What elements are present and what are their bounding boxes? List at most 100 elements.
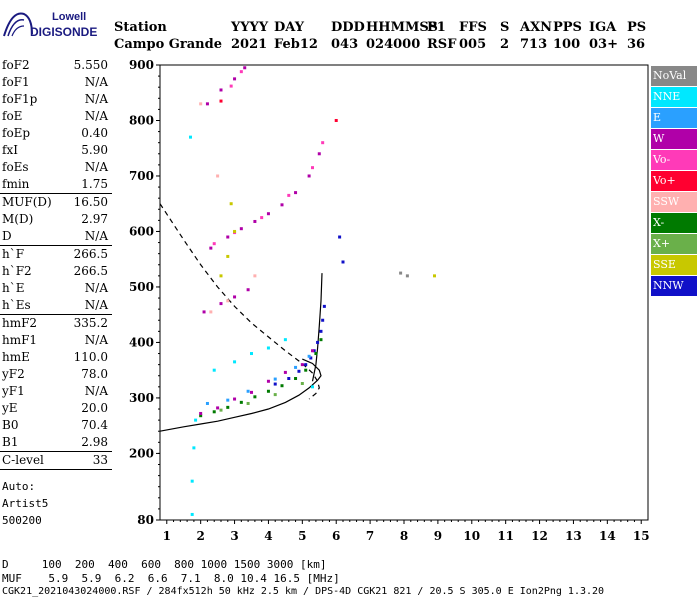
legend-item-sse: SSE xyxy=(651,255,697,275)
param-value: 2.97 xyxy=(81,212,108,226)
param-value: 1.75 xyxy=(81,177,108,191)
point-nne xyxy=(311,385,314,389)
header-label-2: DAY xyxy=(274,20,304,35)
point-w xyxy=(300,363,304,367)
y-tick-label: 200 xyxy=(129,446,154,460)
point-x- xyxy=(239,400,243,404)
header-value-4: 024000 xyxy=(366,37,421,52)
param-value: N/A xyxy=(84,92,108,106)
x-tick-label: 8 xyxy=(400,529,408,543)
param-row: foEs N/A xyxy=(0,159,112,176)
point-w xyxy=(250,390,253,394)
header-label-9: PPS xyxy=(553,20,582,35)
param-label: hmF2 xyxy=(2,316,38,330)
param-value: N/A xyxy=(84,333,108,347)
point-x- xyxy=(266,389,270,393)
y-tick-label: 600 xyxy=(129,224,154,238)
point-nnw xyxy=(304,363,308,367)
point-w xyxy=(233,77,237,81)
point-w xyxy=(243,66,247,70)
x-tick-label: 1 xyxy=(163,529,171,543)
param-value: N/A xyxy=(84,75,108,89)
point-nne xyxy=(266,346,270,350)
param-value: 16.50 xyxy=(73,195,108,209)
point-nnw xyxy=(309,356,313,360)
point-nne xyxy=(250,352,253,356)
point-nnw xyxy=(338,235,342,239)
point-nnw xyxy=(321,318,325,322)
legend-item-e: E xyxy=(651,108,697,128)
x-tick-label: 13 xyxy=(565,529,582,543)
point-vo- xyxy=(321,141,325,145)
point-nne xyxy=(192,446,196,450)
point-nne xyxy=(233,360,237,364)
point-nne xyxy=(189,135,192,139)
point-noval xyxy=(405,274,409,278)
param-row: C-level 33 xyxy=(0,452,112,469)
legend-item-vo-: Vo+ xyxy=(651,171,697,191)
y-tick-label: 500 xyxy=(129,280,154,294)
autoscaling-info: Auto: Artist5 500200 xyxy=(0,478,112,529)
param-row: yE 20.0 xyxy=(0,400,112,417)
curve-solid xyxy=(311,273,323,382)
x-tick-label: 11 xyxy=(497,529,514,543)
point-ssw xyxy=(216,174,220,178)
point-vo- xyxy=(260,216,264,220)
param-separator xyxy=(0,469,112,470)
legend-item-nnw: NNW xyxy=(651,276,697,296)
x-tick-label: 15 xyxy=(633,529,650,543)
param-value: 20.0 xyxy=(81,401,108,415)
param-label: h`Es xyxy=(2,298,31,312)
param-row: B0 70.4 xyxy=(0,417,112,434)
param-label: fmin xyxy=(2,177,30,191)
point-x- xyxy=(304,368,308,372)
curve-solid xyxy=(159,358,322,432)
point-x- xyxy=(219,408,223,412)
param-label: B0 xyxy=(2,418,19,432)
header-value-7: 2 xyxy=(500,37,510,52)
param-label: yE xyxy=(2,401,18,415)
param-value: 266.5 xyxy=(73,247,108,261)
param-value: N/A xyxy=(84,298,108,312)
legend-item-x-: X- xyxy=(651,213,697,233)
param-label: hmE xyxy=(2,350,30,364)
param-label: yF1 xyxy=(2,384,25,398)
header-value-3: 043 xyxy=(331,37,359,52)
muf-table-row-muf: MUF 5.9 5.9 6.2 6.6 7.1 8.0 10.4 16.5 [M… xyxy=(2,572,340,585)
point-w xyxy=(209,246,213,250)
header-label-7: S xyxy=(500,20,510,35)
header-value-5: RSF xyxy=(427,37,457,52)
header-value-6: 005 xyxy=(459,37,487,52)
point-nnw xyxy=(297,369,301,373)
point-w xyxy=(202,310,206,314)
point-x- xyxy=(273,393,277,397)
param-label: hmF1 xyxy=(2,333,38,347)
lowell-digisonde-logo: Lowell DIGISONDE xyxy=(3,11,97,39)
point-w xyxy=(219,302,223,306)
point-e xyxy=(307,354,311,358)
logo-line1: Lowell xyxy=(52,11,86,23)
y-tick-label: 900 xyxy=(129,58,154,72)
y-tick-label: 800 xyxy=(129,113,154,127)
parameters-panel: foF2 5.550 foF1 N/A foF1p N/A foE N/A foEp 0.40 fx… xyxy=(0,57,112,529)
param-row: foEp 0.40 xyxy=(0,125,112,142)
point-nnw xyxy=(341,260,345,264)
param-value: 70.4 xyxy=(81,418,108,432)
point-noval xyxy=(399,271,403,275)
point-vo- xyxy=(287,193,291,197)
header-value-8: 713 xyxy=(520,37,548,52)
header-label-6: FFS xyxy=(459,20,487,35)
point-vo- xyxy=(219,99,223,103)
header-value-0: Campo Grande xyxy=(114,37,222,52)
header-value-10: 03+ xyxy=(589,37,618,52)
param-value: N/A xyxy=(84,281,108,295)
point-nnw xyxy=(319,329,323,333)
x-tick-label: 4 xyxy=(264,529,272,543)
param-value: 5.550 xyxy=(73,58,108,72)
point-w xyxy=(246,288,250,292)
point-w xyxy=(219,88,223,92)
param-row: foF1p N/A xyxy=(0,91,112,108)
auto-line2: Artist5 xyxy=(2,497,49,510)
header-label-3: DDD xyxy=(331,20,365,35)
param-row: h`Es N/A xyxy=(0,297,112,314)
